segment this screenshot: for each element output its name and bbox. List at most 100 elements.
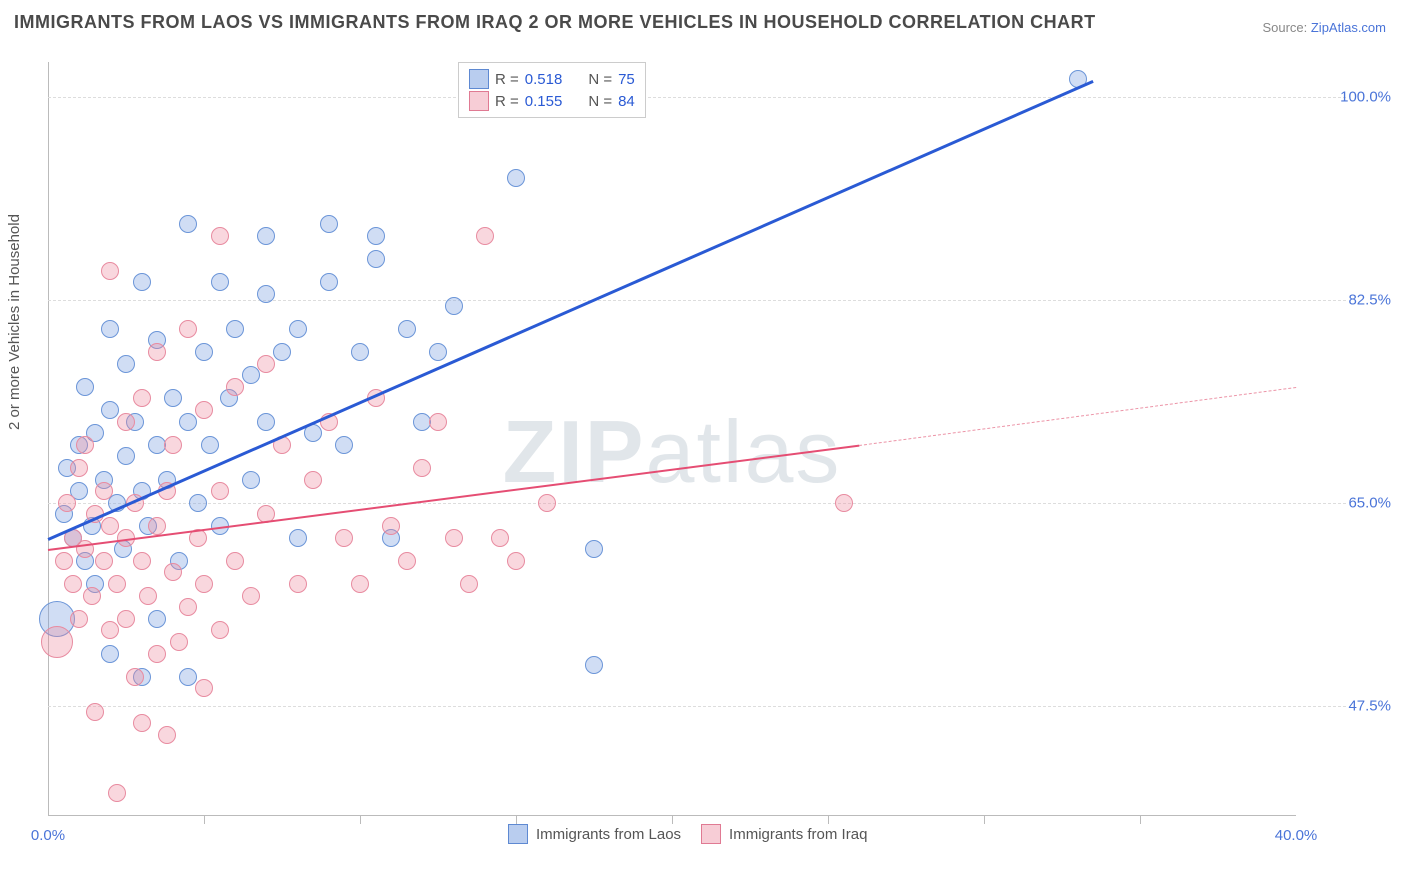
scatter-point [158, 726, 176, 744]
scatter-point [242, 587, 260, 605]
y-tick-label: 100.0% [1301, 88, 1391, 105]
scatter-point [398, 320, 416, 338]
scatter-point [226, 320, 244, 338]
scatter-point [148, 517, 166, 535]
scatter-point [133, 552, 151, 570]
legend-n-value: 75 [618, 71, 635, 88]
scatter-point [76, 436, 94, 454]
scatter-point [429, 413, 447, 431]
watermark: ZIPatlas [503, 401, 842, 503]
scatter-point [164, 436, 182, 454]
legend-r-value: 0.155 [525, 93, 563, 110]
scatter-point [126, 668, 144, 686]
y-tick-label: 82.5% [1301, 291, 1391, 308]
scatter-point [289, 575, 307, 593]
scatter-point [195, 401, 213, 419]
source-prefix: Source: [1262, 20, 1310, 35]
scatter-point [335, 529, 353, 547]
trend-line [859, 387, 1296, 446]
legend-n-label: N = [588, 93, 612, 110]
x-tick [516, 816, 517, 824]
grid-line [48, 503, 1346, 504]
scatter-point [101, 401, 119, 419]
source-link[interactable]: ZipAtlas.com [1311, 20, 1386, 35]
scatter-point [133, 273, 151, 291]
scatter-point [108, 575, 126, 593]
scatter-point [101, 621, 119, 639]
scatter-point [139, 587, 157, 605]
legend-n-value: 84 [618, 93, 635, 110]
scatter-point [170, 633, 188, 651]
trend-line [47, 80, 1093, 540]
y-axis-label: 2 or more Vehicles in Household [6, 214, 23, 430]
scatter-point [179, 320, 197, 338]
scatter-point [835, 494, 853, 512]
grid-line [48, 300, 1346, 301]
scatter-point [507, 552, 525, 570]
y-tick-label: 65.0% [1301, 494, 1391, 511]
x-tick [360, 816, 361, 824]
scatter-point [117, 355, 135, 373]
scatter-point [58, 494, 76, 512]
legend-stat-row: R =0.518N =75 [469, 69, 635, 89]
scatter-point [117, 447, 135, 465]
scatter-point [101, 645, 119, 663]
legend-item: Immigrants from Iraq [701, 824, 867, 844]
y-axis-line [48, 62, 49, 816]
scatter-point [273, 343, 291, 361]
x-tick-label: 40.0% [1275, 827, 1318, 844]
scatter-point [95, 482, 113, 500]
scatter-point [101, 262, 119, 280]
scatter-point [226, 552, 244, 570]
chart-title: IMMIGRANTS FROM LAOS VS IMMIGRANTS FROM … [14, 12, 1096, 33]
scatter-point [257, 355, 275, 373]
scatter-point [242, 471, 260, 489]
scatter-point [164, 389, 182, 407]
legend-label: Immigrants from Laos [536, 826, 681, 843]
plot-area: ZIPatlas 47.5%65.0%82.5%100.0%0.0%40.0% [48, 62, 1296, 842]
x-tick [1140, 816, 1141, 824]
scatter-point [257, 227, 275, 245]
scatter-point [101, 320, 119, 338]
scatter-point [101, 517, 119, 535]
legend-r-value: 0.518 [525, 71, 563, 88]
scatter-point [445, 297, 463, 315]
scatter-point [108, 784, 126, 802]
scatter-point [179, 598, 197, 616]
scatter-point [211, 227, 229, 245]
legend-n-label: N = [588, 71, 612, 88]
legend-stats: R = 0.518 N = 75 R = 0.155 N = 84 [458, 62, 646, 118]
scatter-point [351, 343, 369, 361]
scatter-point [367, 250, 385, 268]
x-tick-label: 0.0% [31, 827, 65, 844]
scatter-point [70, 610, 88, 628]
scatter-point [476, 227, 494, 245]
legend-stat-row: R = 0.155 N = 84 [469, 91, 635, 111]
scatter-point [429, 343, 447, 361]
scatter-point [133, 389, 151, 407]
scatter-point [86, 703, 104, 721]
legend-swatch [469, 69, 489, 89]
grid-line [48, 97, 1346, 98]
x-tick [672, 816, 673, 824]
scatter-point [189, 494, 207, 512]
scatter-point [507, 169, 525, 187]
scatter-point [55, 552, 73, 570]
scatter-point [179, 413, 197, 431]
source-attribution: Source: ZipAtlas.com [1262, 20, 1386, 35]
scatter-point [164, 563, 182, 581]
scatter-point [289, 320, 307, 338]
scatter-point [211, 273, 229, 291]
scatter-point [195, 679, 213, 697]
scatter-point [257, 285, 275, 303]
x-tick [204, 816, 205, 824]
scatter-point [148, 645, 166, 663]
scatter-point [195, 575, 213, 593]
legend-r-label: R = [495, 93, 519, 110]
scatter-point [117, 610, 135, 628]
scatter-point [320, 273, 338, 291]
scatter-point [257, 413, 275, 431]
grid-line [48, 706, 1346, 707]
x-tick [828, 816, 829, 824]
x-tick [984, 816, 985, 824]
